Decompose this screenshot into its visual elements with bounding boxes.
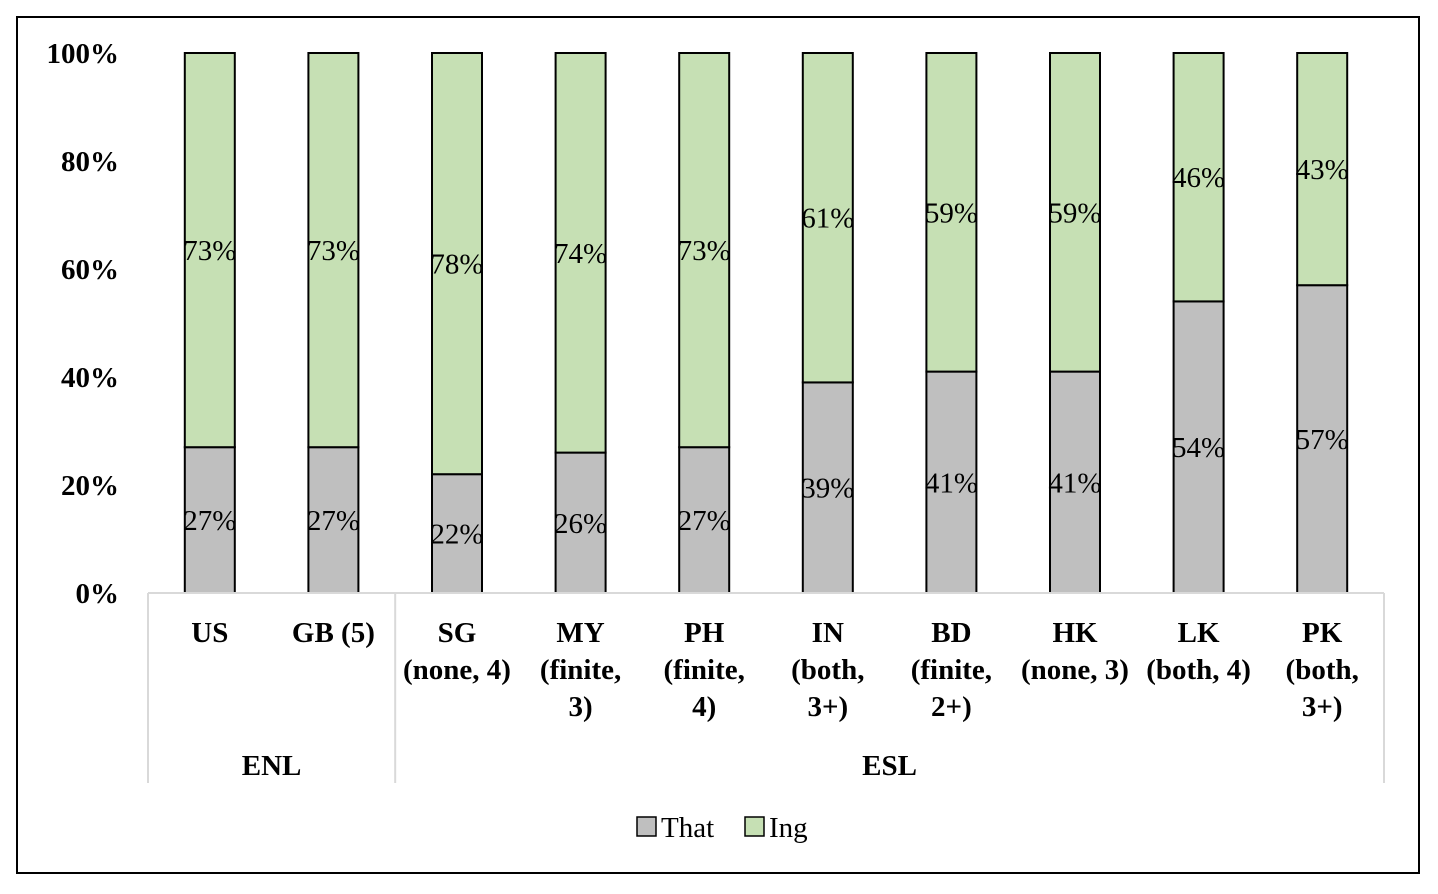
bar-that-9: [1296, 284, 1349, 594]
bar-ing-4: [678, 52, 731, 449]
x-category-label: MY (finite, 3): [540, 617, 621, 723]
x-category-label: IN (both, 3+): [791, 617, 864, 723]
bar-that-4: [678, 446, 731, 595]
bar-ing-8: [1172, 52, 1225, 303]
data-label: 41%: [925, 467, 978, 499]
bar-that-8: [1172, 300, 1225, 594]
data-label: 73%: [678, 235, 731, 267]
data-label: 59%: [925, 197, 978, 229]
bar-that-7: [1049, 370, 1101, 594]
legend-label: That: [661, 812, 714, 844]
data-label: 46%: [1172, 162, 1225, 194]
data-label: 78%: [430, 249, 483, 281]
legend-label: Ing: [769, 812, 808, 844]
y-tick-label: 20%: [61, 470, 119, 502]
data-label: 59%: [1048, 197, 1101, 229]
data-label: 74%: [554, 238, 607, 270]
data-label: 39%: [801, 473, 854, 505]
data-label: 61%: [801, 203, 854, 235]
legend-swatch-that: [636, 816, 657, 837]
data-label: 73%: [307, 235, 360, 267]
data-label: 27%: [307, 505, 360, 537]
x-category-label: HK (none, 3): [1021, 617, 1129, 686]
bar-ing-2: [431, 52, 483, 476]
data-label: 22%: [430, 519, 483, 551]
bar-that-1: [307, 446, 360, 595]
data-label: 41%: [1048, 467, 1101, 499]
x-category-label: LK (both, 4): [1146, 617, 1251, 686]
data-label: 43%: [1296, 154, 1349, 186]
bar-ing-5: [801, 52, 854, 384]
bar-that-5: [801, 381, 854, 594]
bar-that-3: [554, 451, 607, 594]
y-tick-label: 80%: [61, 146, 119, 178]
x-category-label: PK (both, 3+): [1286, 617, 1359, 723]
bar-ing-0: [183, 52, 236, 449]
x-category-label: BD (finite, 2+): [911, 617, 992, 723]
x-group-label: ESL: [862, 750, 917, 782]
bar-that-2: [431, 473, 483, 595]
bar-ing-1: [307, 52, 360, 449]
bar-ing-6: [925, 52, 978, 373]
bar-ing-3: [554, 52, 607, 454]
data-label: 54%: [1172, 432, 1225, 464]
y-tick-label: 40%: [61, 362, 119, 394]
x-category-label: GB (5): [292, 617, 375, 649]
x-group-label: ENL: [242, 750, 302, 782]
y-tick-label: 60%: [61, 254, 119, 286]
bar-that-0: [183, 446, 236, 595]
x-category-label: SG (none, 4): [403, 617, 511, 686]
y-tick-label: 100%: [47, 38, 120, 70]
x-category-label: PH (finite, 4): [664, 617, 745, 723]
data-label: 27%: [678, 505, 731, 537]
legend-swatch-ing: [744, 816, 765, 837]
data-label: 57%: [1296, 424, 1349, 456]
data-label: 27%: [183, 505, 236, 537]
data-label: 73%: [183, 235, 236, 267]
y-tick-label: 0%: [76, 578, 120, 610]
data-label: 26%: [554, 508, 607, 540]
x-category-label: US: [191, 617, 228, 649]
bar-ing-9: [1296, 52, 1349, 287]
bar-ing-7: [1049, 52, 1101, 373]
